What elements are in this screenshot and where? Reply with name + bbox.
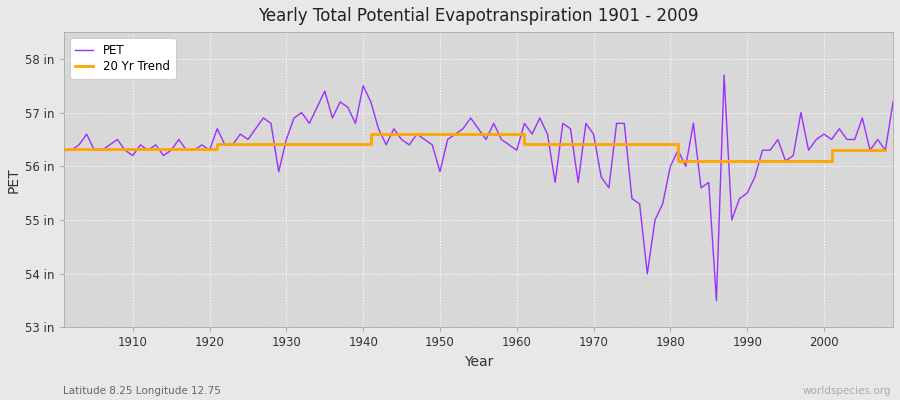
PET bbox=[504, 142, 515, 147]
Title: Yearly Total Potential Evapotranspiration 1901 - 2009: Yearly Total Potential Evapotranspiratio… bbox=[258, 7, 698, 25]
20 Yr Trend bbox=[143, 147, 154, 152]
Legend: PET, 20 Yr Trend: PET, 20 Yr Trend bbox=[69, 38, 176, 79]
20 Yr Trend bbox=[58, 147, 69, 152]
PET bbox=[289, 116, 300, 120]
PET bbox=[120, 148, 130, 153]
PET bbox=[711, 298, 722, 303]
PET bbox=[719, 73, 730, 78]
20 Yr Trend bbox=[780, 158, 791, 163]
PET bbox=[511, 148, 522, 153]
Y-axis label: PET: PET bbox=[7, 167, 21, 192]
Text: Latitude 8.25 Longitude 12.75: Latitude 8.25 Longitude 12.75 bbox=[63, 386, 220, 396]
PET bbox=[335, 100, 346, 104]
Text: worldspecies.org: worldspecies.org bbox=[803, 386, 891, 396]
20 Yr Trend bbox=[365, 132, 376, 136]
PET bbox=[887, 100, 898, 104]
20 Yr Trend bbox=[726, 158, 737, 163]
Line: 20 Yr Trend: 20 Yr Trend bbox=[64, 134, 886, 161]
PET bbox=[58, 148, 69, 153]
20 Yr Trend bbox=[189, 147, 200, 152]
20 Yr Trend bbox=[450, 132, 461, 136]
X-axis label: Year: Year bbox=[464, 355, 493, 369]
PET bbox=[604, 186, 615, 190]
Line: PET: PET bbox=[64, 75, 893, 301]
20 Yr Trend bbox=[796, 158, 806, 163]
20 Yr Trend bbox=[880, 148, 891, 153]
20 Yr Trend bbox=[672, 158, 683, 163]
